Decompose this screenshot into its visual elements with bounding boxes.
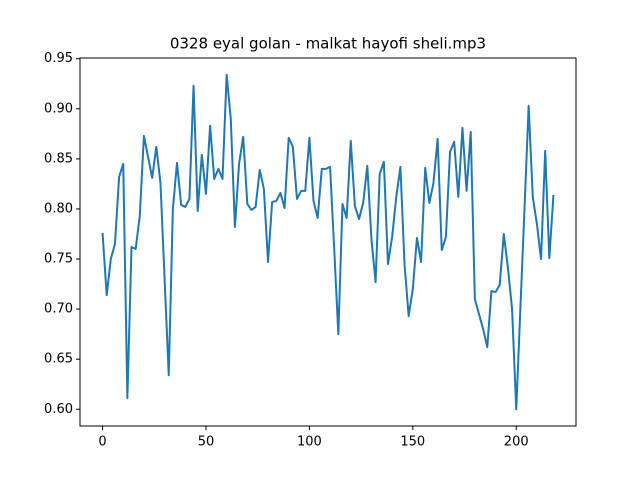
- x-tick-label: 50: [198, 435, 215, 450]
- x-tick-label: 100: [297, 435, 322, 450]
- y-tick-label: 0.95: [44, 51, 73, 66]
- y-tick-label: 0.70: [44, 302, 73, 317]
- y-tick-label: 0.90: [44, 101, 73, 116]
- plot-frame: [79, 57, 577, 427]
- y-tick-label: 0.80: [44, 201, 73, 216]
- x-tick-label: 200: [504, 435, 529, 450]
- y-tick-label: 0.60: [44, 402, 73, 417]
- x-tick-label: 0: [98, 435, 106, 450]
- y-tick-label: 0.85: [44, 151, 73, 166]
- line: [101, 73, 555, 411]
- x-tick-label: 150: [400, 435, 425, 450]
- chart-title: 0328 eyal golan - malkat hayofi sheli.mp…: [170, 35, 486, 53]
- y-tick-label: 0.65: [44, 352, 73, 367]
- y-tick-label: 0.75: [44, 252, 73, 267]
